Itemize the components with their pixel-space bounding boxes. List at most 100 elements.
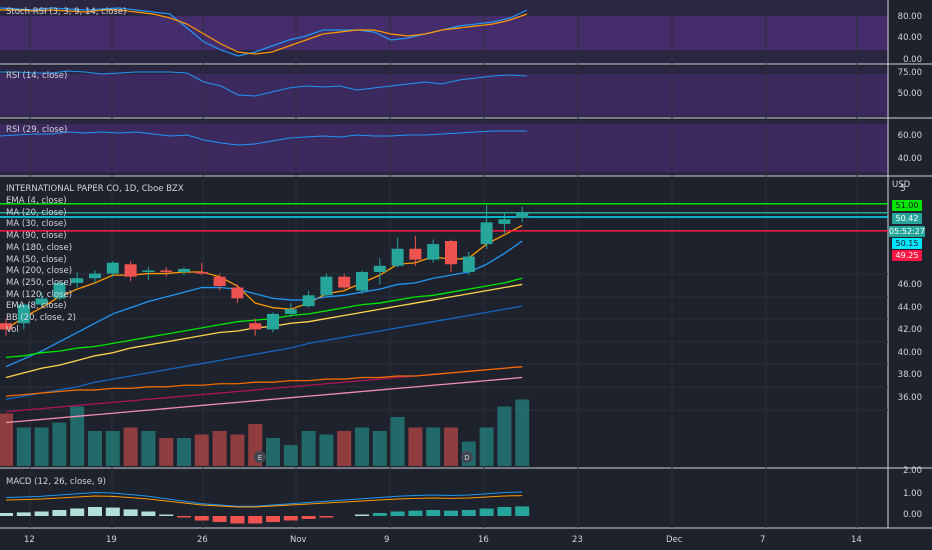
scale-icon[interactable]: 5 <box>900 184 906 194</box>
currency-label: USD <box>892 180 911 190</box>
macd-hist-bar <box>444 510 458 516</box>
macd-hist-bar <box>408 510 423 516</box>
volume-bar <box>212 431 227 466</box>
macd-hist-bar <box>177 516 191 518</box>
candle-body <box>71 278 84 283</box>
rsi29-title[interactable]: RSI (29, close) <box>6 125 68 135</box>
macd-hist-bar <box>88 507 102 516</box>
macd-hist-bar <box>319 516 334 518</box>
macd-hist-bar <box>141 511 156 516</box>
event-marker <box>254 451 266 463</box>
ma-line <box>5 376 523 424</box>
candle-body <box>320 276 333 296</box>
volume-bar <box>515 399 530 466</box>
candle-body <box>427 244 440 260</box>
volume-bar <box>177 438 191 466</box>
price-tag: 50.15 <box>892 238 922 249</box>
symbol-title[interactable]: INTERNATIONAL PAPER CO, 1D, Cboe BZX <box>6 184 184 194</box>
stoch-rsi-title[interactable]: Stoch RSI (3, 3, 9, 14, close) <box>6 7 127 17</box>
macd-hist-bar <box>212 516 227 522</box>
candle-body <box>267 313 279 330</box>
y-tick-label: 2.00 <box>903 466 922 476</box>
volume-bar <box>444 427 458 466</box>
price-tag: 05:52:27 <box>889 226 925 237</box>
macd-hist-bar <box>16 512 31 516</box>
x-tick-label: 12 <box>24 535 35 545</box>
candle-body <box>142 270 155 273</box>
y-tick-label: 40.00 <box>897 33 922 43</box>
volume-bar <box>230 434 245 466</box>
candle-body <box>302 295 315 307</box>
event-marker-label: D <box>464 454 469 462</box>
y-tick-label: 0.00 <box>903 55 922 65</box>
volume-bar <box>0 413 13 466</box>
volume-bar <box>141 431 156 466</box>
legend-item[interactable]: MA (90, close) <box>6 231 67 242</box>
volume-bar <box>70 406 85 466</box>
volume-bar <box>16 427 31 466</box>
candle-body <box>409 248 422 260</box>
candle-body <box>480 222 493 245</box>
legend-item[interactable]: Vol <box>6 324 19 335</box>
macd-hist-bar <box>230 516 245 524</box>
legend-item[interactable]: MA (200, close) <box>6 266 73 277</box>
macd-hist-bar <box>301 516 316 519</box>
macd-line <box>5 491 523 507</box>
legend-item[interactable]: MA (20, close) <box>6 207 67 218</box>
x-tick-label: 16 <box>478 535 489 545</box>
macd-hist-bar <box>266 516 280 522</box>
legend-item[interactable]: EMA (8, close) <box>6 301 67 312</box>
legend-item[interactable]: MA (50, close) <box>6 254 67 265</box>
price-tag: 49.25 <box>892 250 922 261</box>
volume-bar <box>266 438 280 466</box>
candle-body <box>213 276 226 286</box>
stoch-band <box>0 16 888 50</box>
ma-line <box>5 240 523 368</box>
ma-line <box>5 224 523 330</box>
y-tick-label: 50.00 <box>897 89 922 99</box>
volume-bar <box>319 434 334 466</box>
candle-body <box>284 309 297 314</box>
legend-item[interactable]: MA (30, close) <box>6 219 67 230</box>
legend-item[interactable]: EMA (4, close) <box>6 196 67 206</box>
macd-title[interactable]: MACD (12, 26, close, 9) <box>6 477 106 487</box>
rsi29-line <box>0 130 527 146</box>
macd-hist-bar <box>497 507 512 516</box>
legend-item[interactable]: MA (120, close) <box>6 289 73 300</box>
candle-body <box>53 282 66 299</box>
candle-body <box>498 219 511 224</box>
y-tick-label: 46.00 <box>897 280 922 290</box>
x-tick-label: 14 <box>851 535 862 545</box>
price-tag: 51.00 <box>892 200 922 211</box>
macd-hist-bar <box>479 508 494 516</box>
macd-hist-bar <box>248 516 263 524</box>
volume-bar <box>52 422 67 466</box>
legend-item[interactable]: MA (180, close) <box>6 242 73 253</box>
candle-body <box>160 270 173 273</box>
candle-body <box>124 264 137 277</box>
volume-bar <box>426 427 441 466</box>
x-tick-label: Dec <box>666 535 683 545</box>
candle-body <box>338 276 351 288</box>
y-tick-label: 40.00 <box>897 154 922 164</box>
y-tick-label: 36.00 <box>897 393 922 403</box>
candle-body <box>462 256 475 273</box>
volume-bar <box>159 438 174 466</box>
rsi14-title[interactable]: RSI (14, close) <box>6 71 68 81</box>
volume-bar <box>408 427 423 466</box>
volume-bar <box>497 406 512 466</box>
volume-bar <box>301 431 316 466</box>
candle-body <box>178 268 190 273</box>
x-tick-label: 19 <box>106 535 117 545</box>
volume-bar <box>337 431 352 466</box>
candle-body <box>17 304 30 324</box>
x-tick-label: 23 <box>572 535 583 545</box>
candle-body <box>195 272 208 274</box>
candle-body <box>0 323 12 330</box>
legend-item[interactable]: BB (20, close, 2) <box>6 313 76 323</box>
macd-hist-bar <box>34 511 49 516</box>
legend-item[interactable]: MA (250, close) <box>6 277 73 288</box>
y-tick-label: 44.00 <box>897 302 922 313</box>
